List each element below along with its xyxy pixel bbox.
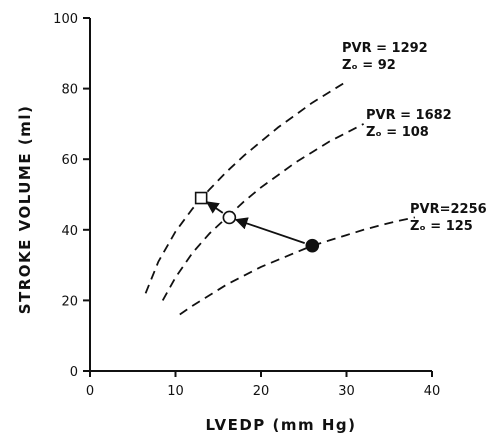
curve-line-1 [144,80,347,294]
x-tick-label: 0 [86,384,94,399]
curve-label-zo-3: Zₒ = 125 [410,219,473,234]
x-tick-label: 40 [424,384,441,399]
curve-labels: PVR = 1292 Zₒ = 92 PVR = 1682 Zₒ = 108 PVR=2… [342,41,487,234]
curve-line-3 [179,216,416,316]
x-tick-label: 10 [167,384,184,399]
y-axis-label: STROKE VOLUME (ml) [16,105,34,315]
y-tick-label: 40 [61,224,78,239]
y-tick-label: 20 [61,294,78,309]
y-tick-label: 60 [61,153,78,168]
y-tick-label: 80 [61,83,78,98]
arrow-1 [234,217,305,244]
x-tick-label: 20 [253,384,270,399]
curve-label-pvr-3: PVR=2256 [410,202,487,217]
curve-label-pvr-1: PVR = 1292 [342,41,428,56]
chart-arrows [205,201,305,244]
curve-line-2 [161,123,365,301]
curve-label-zo-2: Zₒ = 108 [366,125,429,140]
arrow-2 [205,201,224,214]
y-tick-label: 100 [53,12,78,27]
point-circle-2 [222,210,237,225]
axis-ticks: 0 10 20 30 40 0 20 40 60 80 100 [53,12,440,399]
chart-curves [144,80,416,316]
point-square-1 [194,191,208,205]
chart-points [194,191,320,253]
x-axis-label: LVEDP (mm Hg) [206,416,357,434]
curve-label-zo-1: Zₒ = 92 [342,58,396,73]
x-tick-label: 30 [338,384,355,399]
point-circle-3 [305,238,320,253]
curve-label-pvr-2: PVR = 1682 [366,108,452,123]
y-tick-label: 0 [70,365,78,380]
